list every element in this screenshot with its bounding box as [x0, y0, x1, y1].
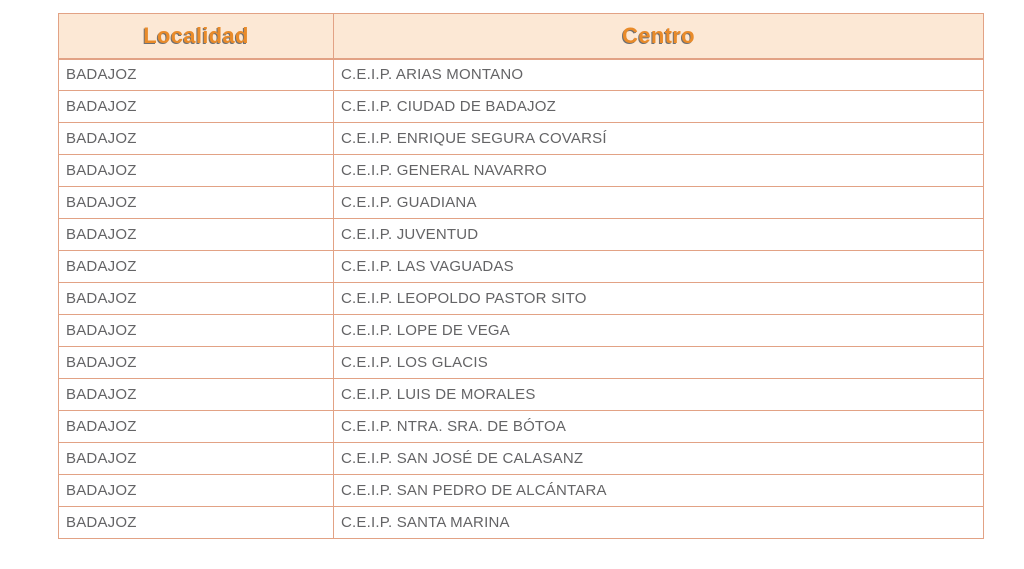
localidad-cell: BADAJOZ — [58, 442, 334, 475]
centro-cell: C.E.I.P. LEOPOLDO PASTOR SITO — [333, 282, 984, 315]
localidad-cell: BADAJOZ — [58, 186, 334, 219]
column-header-centro: Centro — [333, 13, 984, 60]
table-row: BADAJOZ C.E.I.P. ENRIQUE SEGURA COVARSÍ — [58, 122, 984, 155]
centro-cell: C.E.I.P. ARIAS MONTANO — [333, 58, 984, 91]
table-row: BADAJOZ C.E.I.P. ARIAS MONTANO — [58, 58, 984, 91]
table-row: BADAJOZ C.E.I.P. CIUDAD DE BADAJOZ — [58, 90, 984, 123]
table-row: BADAJOZ C.E.I.P. LOS GLACIS — [58, 346, 984, 379]
schools-table: Localidad Centro BADAJOZ C.E.I.P. ARIAS M… — [58, 13, 984, 539]
table-row: BADAJOZ C.E.I.P. LAS VAGUADAS — [58, 250, 984, 283]
table-row: BADAJOZ C.E.I.P. JUVENTUD — [58, 218, 984, 251]
centro-cell: C.E.I.P. CIUDAD DE BADAJOZ — [333, 90, 984, 123]
localidad-cell: BADAJOZ — [58, 474, 334, 507]
localidad-cell: BADAJOZ — [58, 218, 334, 251]
centro-cell: C.E.I.P. JUVENTUD — [333, 218, 984, 251]
table-body: BADAJOZ C.E.I.P. ARIAS MONTANO BADAJOZ C.E.… — [58, 58, 984, 539]
table-row: BADAJOZ C.E.I.P. SANTA MARINA — [58, 506, 984, 539]
localidad-cell: BADAJOZ — [58, 122, 334, 155]
centro-cell: C.E.I.P. SAN PEDRO DE ALCÁNTARA — [333, 474, 984, 507]
localidad-cell: BADAJOZ — [58, 282, 334, 315]
centro-cell: C.E.I.P. SANTA MARINA — [333, 506, 984, 539]
table-row: BADAJOZ C.E.I.P. GENERAL NAVARRO — [58, 154, 984, 187]
localidad-cell: BADAJOZ — [58, 250, 334, 283]
centro-cell: C.E.I.P. SAN JOSÉ DE CALASANZ — [333, 442, 984, 475]
table-row: BADAJOZ C.E.I.P. GUADIANA — [58, 186, 984, 219]
table-row: BADAJOZ C.E.I.P. NTRA. SRA. DE BÓTOA — [58, 410, 984, 443]
localidad-cell: BADAJOZ — [58, 314, 334, 347]
localidad-cell: BADAJOZ — [58, 58, 334, 91]
centro-cell: C.E.I.P. LOS GLACIS — [333, 346, 984, 379]
table-row: BADAJOZ C.E.I.P. LUIS DE MORALES — [58, 378, 984, 411]
localidad-cell: BADAJOZ — [58, 346, 334, 379]
centro-cell: C.E.I.P. LUIS DE MORALES — [333, 378, 984, 411]
localidad-cell: BADAJOZ — [58, 410, 334, 443]
localidad-cell: BADAJOZ — [58, 154, 334, 187]
table-row: BADAJOZ C.E.I.P. SAN PEDRO DE ALCÁNTARA — [58, 474, 984, 507]
centro-cell: C.E.I.P. ENRIQUE SEGURA COVARSÍ — [333, 122, 984, 155]
localidad-cell: BADAJOZ — [58, 506, 334, 539]
localidad-cell: BADAJOZ — [58, 378, 334, 411]
centro-cell: C.E.I.P. LAS VAGUADAS — [333, 250, 984, 283]
header-row: Localidad Centro — [58, 13, 984, 60]
centro-cell: C.E.I.P. NTRA. SRA. DE BÓTOA — [333, 410, 984, 443]
centro-cell: C.E.I.P. GENERAL NAVARRO — [333, 154, 984, 187]
localidad-cell: BADAJOZ — [58, 90, 334, 123]
centro-cell: C.E.I.P. LOPE DE VEGA — [333, 314, 984, 347]
centro-cell: C.E.I.P. GUADIANA — [333, 186, 984, 219]
table-row: BADAJOZ C.E.I.P. SAN JOSÉ DE CALASANZ — [58, 442, 984, 475]
column-header-localidad: Localidad — [58, 13, 334, 60]
table-row: BADAJOZ C.E.I.P. LEOPOLDO PASTOR SITO — [58, 282, 984, 315]
table-row: BADAJOZ C.E.I.P. LOPE DE VEGA — [58, 314, 984, 347]
